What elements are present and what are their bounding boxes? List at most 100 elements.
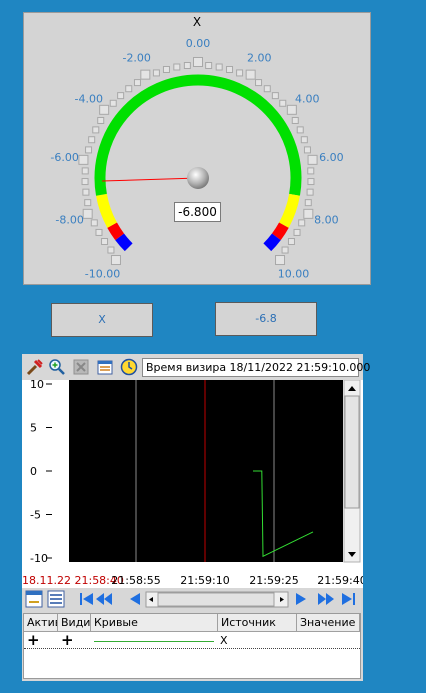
fast-forward-icon[interactable] bbox=[318, 593, 334, 605]
gauge-tick bbox=[306, 188, 314, 196]
scroll-up-icon[interactable] bbox=[348, 386, 356, 391]
series-line-x bbox=[253, 470, 314, 558]
gauge-tick bbox=[279, 99, 287, 107]
gauge-tick bbox=[81, 167, 89, 175]
y-tick-label: 0 bbox=[30, 465, 37, 478]
gauge-scale-label: 8.00 bbox=[314, 214, 339, 227]
curve-list-icon[interactable] bbox=[47, 590, 65, 608]
gauge-value-display: -6.800 bbox=[174, 202, 221, 222]
gauge-range-band bbox=[278, 193, 300, 228]
gauge-tick bbox=[245, 69, 256, 80]
gauge-tick bbox=[125, 85, 133, 93]
pick-tool-icon[interactable] bbox=[26, 358, 44, 376]
active-checkbox[interactable]: + bbox=[27, 631, 40, 649]
gauge-tick bbox=[215, 63, 223, 71]
gauge-tick bbox=[81, 178, 89, 186]
col-active[interactable]: Актив bbox=[24, 614, 58, 632]
gauge-tick bbox=[303, 146, 311, 154]
gauge-tick bbox=[205, 62, 213, 70]
gauge-tick bbox=[255, 79, 263, 87]
curve-swatch bbox=[94, 633, 214, 649]
gauge-tick bbox=[133, 79, 141, 87]
visible-checkbox[interactable]: + bbox=[61, 631, 74, 649]
gauge-scale-label: -6.00 bbox=[50, 151, 78, 164]
y-tick-label: -5 bbox=[30, 509, 41, 522]
col-curves[interactable]: Кривые bbox=[91, 614, 218, 632]
plot-area bbox=[69, 380, 343, 562]
gauge-pivot-knob bbox=[187, 167, 209, 189]
x-tick-label: 18.11.22 21:58:40 bbox=[22, 574, 124, 587]
clock-icon[interactable] bbox=[120, 358, 138, 376]
gauge-tick bbox=[263, 85, 271, 93]
gauge-tick bbox=[303, 208, 314, 219]
gauge-scale-label: -2.00 bbox=[122, 52, 150, 65]
add-curve-icon[interactable] bbox=[25, 590, 43, 608]
navigation-bar bbox=[22, 588, 363, 612]
gauge-range-band bbox=[115, 233, 133, 252]
gauge-tick bbox=[101, 238, 109, 246]
delete-disabled-icon[interactable] bbox=[72, 358, 90, 376]
trend-toolbar: Время визира 18/11/2022 21:59:10.000 bbox=[22, 354, 370, 380]
table-row[interactable]: + + X bbox=[24, 633, 360, 649]
gauge-range-band bbox=[107, 222, 125, 241]
gauge-tick bbox=[78, 154, 89, 165]
gauge-scale-label: -4.00 bbox=[75, 93, 103, 106]
gauge-scale-label: 2.00 bbox=[247, 52, 272, 65]
plot-vscroll-thumb[interactable] bbox=[344, 395, 360, 509]
gauge-ticks bbox=[78, 57, 318, 266]
curves-table: Актив Видим Кривые Источник Значение + +… bbox=[23, 613, 361, 679]
cursor-time-field[interactable]: Время визира 18/11/2022 21:59:10.000 bbox=[142, 358, 370, 377]
y-tick-label: -10 bbox=[30, 552, 48, 565]
y-tick-label: 10 bbox=[30, 380, 44, 391]
gauge-tick bbox=[287, 238, 295, 246]
fast-back-icon[interactable] bbox=[96, 593, 112, 605]
col-source[interactable]: Источник bbox=[218, 614, 297, 632]
gauge-scale-labels: -10.00 -8.00 -6.00 -4.00 -2.00 0.00 2.00 4.00 6.… bbox=[50, 37, 343, 280]
gauge-dial: -10.00 -8.00 -6.00 -4.00 -2.00 0.00 2.00 4.00 6.… bbox=[50, 37, 343, 280]
gauge-scale-label: 4.00 bbox=[295, 93, 320, 106]
go-end-icon[interactable] bbox=[342, 593, 355, 605]
gauge-tick bbox=[271, 92, 279, 100]
gauge-tick bbox=[298, 219, 306, 227]
gauge-needle bbox=[102, 177, 199, 182]
gauge-tick bbox=[152, 69, 160, 77]
scroll-right-icon bbox=[280, 597, 284, 602]
step-back-icon[interactable] bbox=[130, 593, 140, 605]
curve-value bbox=[300, 633, 360, 649]
gauge-tick bbox=[107, 246, 115, 254]
gauge-tick bbox=[82, 208, 93, 219]
step-forward-icon[interactable] bbox=[296, 593, 306, 605]
gauge-tick bbox=[82, 188, 90, 196]
gauge-tick bbox=[162, 65, 170, 73]
gauge-tick bbox=[85, 146, 93, 154]
zoom-icon[interactable] bbox=[48, 358, 66, 376]
gauge-tick bbox=[296, 126, 304, 134]
x-tick-label: 21:58:55 bbox=[111, 574, 160, 587]
gauge-scale-label: -8.00 bbox=[55, 214, 83, 227]
gauge-range-band bbox=[96, 193, 118, 228]
gauge-tick bbox=[99, 104, 110, 115]
gauge-scale-label: 10.00 bbox=[278, 267, 310, 280]
gauge-tick bbox=[140, 69, 151, 80]
gauge-tick bbox=[293, 228, 301, 236]
gauge-tick bbox=[173, 63, 181, 71]
gauge-tick bbox=[90, 219, 98, 227]
x-button[interactable]: X bbox=[51, 303, 153, 337]
properties-icon[interactable] bbox=[96, 358, 114, 376]
gauge-tick bbox=[110, 255, 121, 266]
gauge-range-band bbox=[271, 222, 289, 241]
curve-source: X bbox=[220, 634, 228, 647]
go-start-icon[interactable] bbox=[80, 593, 93, 605]
navigation-controls bbox=[25, 590, 355, 608]
col-visible[interactable]: Видим bbox=[58, 614, 91, 632]
col-value[interactable]: Значение bbox=[297, 614, 360, 632]
gauge-tick bbox=[307, 178, 315, 186]
gauge-tick bbox=[193, 57, 203, 67]
scroll-down-icon[interactable] bbox=[348, 552, 356, 557]
gauge-tick bbox=[226, 65, 234, 73]
time-scrollbar[interactable] bbox=[145, 591, 289, 608]
value-button[interactable]: -6.8 bbox=[215, 302, 317, 336]
gauge-tick bbox=[92, 126, 100, 134]
gauge-tick bbox=[88, 136, 96, 144]
